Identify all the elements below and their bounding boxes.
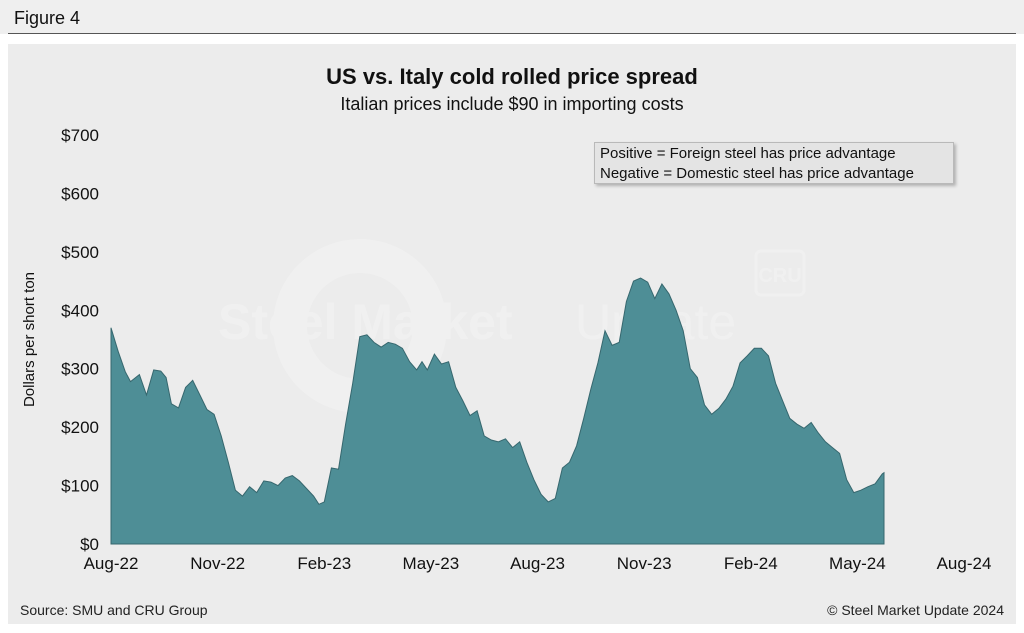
chart-canvas: Steel Market Update CRU $0 $100 $200 $300 $4… bbox=[21, 126, 992, 573]
y-tick-label: $0 bbox=[80, 535, 99, 554]
y-tick-label: $100 bbox=[61, 477, 99, 496]
x-tick-label: Feb-23 bbox=[297, 554, 351, 573]
y-tick-label: $200 bbox=[61, 418, 99, 437]
y-tick-label: $300 bbox=[61, 360, 99, 379]
x-tick-label: May-24 bbox=[829, 554, 886, 573]
x-tick-label: Aug-24 bbox=[937, 554, 992, 573]
x-tick-label: May-23 bbox=[403, 554, 460, 573]
annotation-line-negative: Negative = Domestic steel has price adva… bbox=[600, 165, 914, 182]
figure-header: Figure 4 bbox=[0, 0, 1024, 34]
y-tick-label: $500 bbox=[61, 243, 99, 262]
source-note: Source: SMU and CRU Group bbox=[20, 602, 208, 618]
watermark-badge-text: CRU bbox=[758, 265, 801, 287]
annotation-line-positive: Positive = Foreign steel has price advan… bbox=[600, 145, 896, 162]
chart-subtitle: Italian prices include $90 in importing … bbox=[340, 94, 684, 114]
x-tick-label: Aug-22 bbox=[84, 554, 139, 573]
y-axis-label: Dollars per short ton bbox=[21, 272, 38, 407]
watermark: Steel Market Update CRU bbox=[218, 239, 806, 413]
x-tick-label: Nov-22 bbox=[190, 554, 245, 573]
figure-label: Figure 4 bbox=[14, 8, 81, 28]
copyright-note: © Steel Market Update 2024 bbox=[827, 602, 1004, 618]
watermark-badge-box bbox=[754, 249, 806, 297]
x-tick-label: Nov-23 bbox=[617, 554, 672, 573]
y-axis: $0 $100 $200 $300 $400 $500 $600 $700 bbox=[61, 126, 99, 554]
y-tick-label: $600 bbox=[61, 184, 99, 203]
y-tick-label: $400 bbox=[61, 301, 99, 320]
x-axis: Aug-22 Nov-22 Feb-23 May-23 Aug-23 Nov-23 Feb-… bbox=[84, 554, 992, 573]
x-tick-label: Aug-23 bbox=[510, 554, 565, 573]
chart-title: US vs. Italy cold rolled price spread bbox=[326, 64, 698, 89]
chart-panel: Steel Market Update CRU $0 $100 $200 $300 $4… bbox=[8, 44, 1016, 624]
spread-area bbox=[110, 277, 885, 545]
y-tick-label: $700 bbox=[61, 126, 99, 145]
x-tick-label: Feb-24 bbox=[724, 554, 778, 573]
header-divider bbox=[8, 33, 1016, 34]
annotation-box: Positive = Foreign steel has price advan… bbox=[594, 142, 954, 184]
